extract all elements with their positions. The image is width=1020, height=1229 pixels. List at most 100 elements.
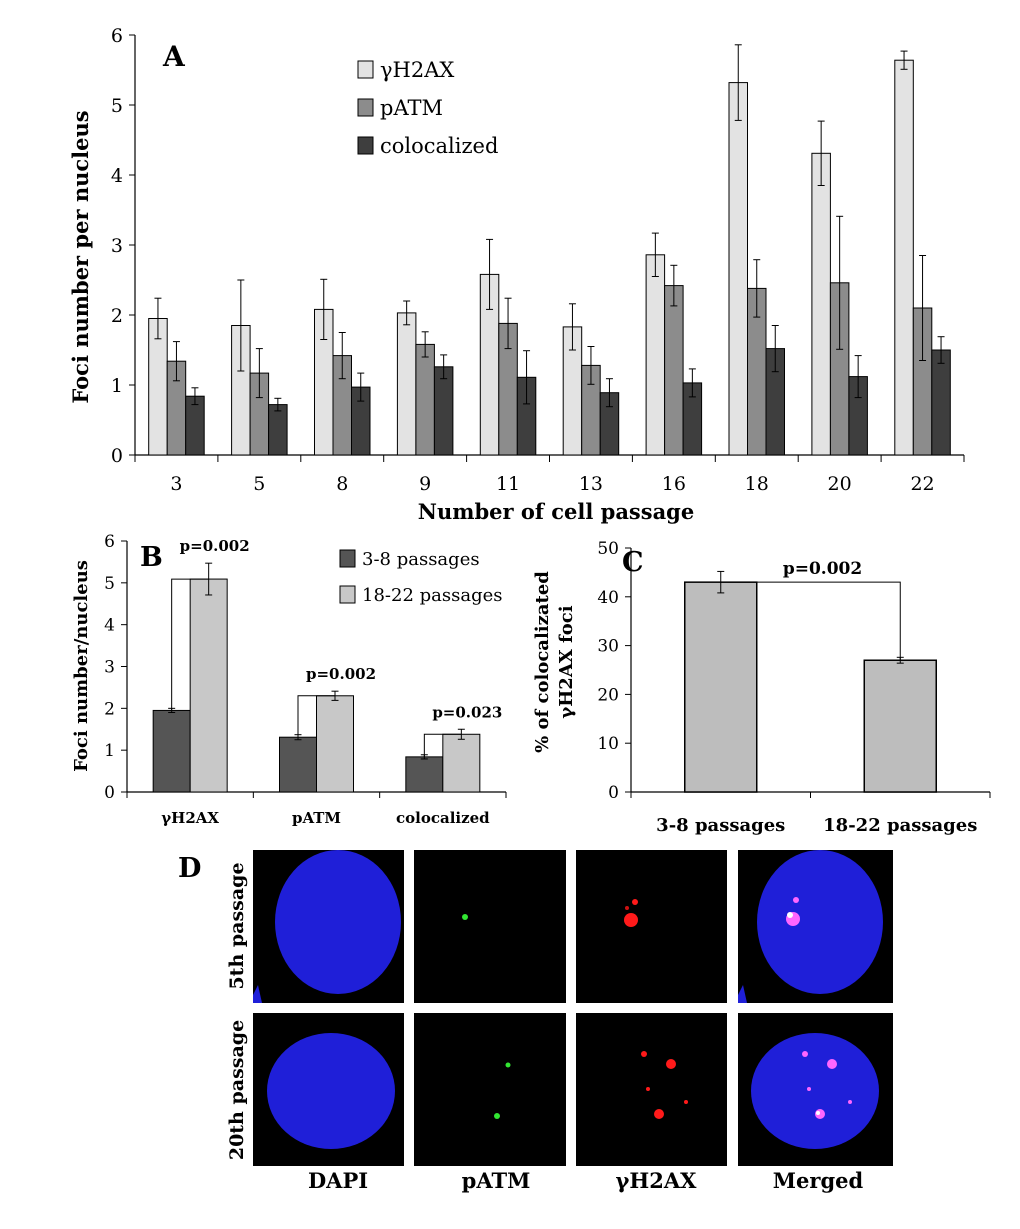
chart-c-ylabel-line1: % of colocalizated — [532, 571, 553, 753]
panel-c-label: C — [622, 547, 644, 578]
chart-b-x-tick-label: γH2AX — [161, 809, 219, 827]
chart-a-y-tick-label: 6 — [111, 25, 123, 47]
chart-b-y-tick-label: 4 — [104, 616, 115, 636]
chart-b-x-tick-label: colocalized — [396, 809, 490, 827]
chart-c-p-value: p=0.002 — [783, 559, 862, 579]
chart-b-x-tick-label: pATM — [292, 809, 341, 827]
merged-focus — [793, 897, 799, 903]
nucleus-dapi-20th — [267, 1033, 395, 1149]
chart-a-bar-colocalized — [931, 349, 951, 456]
chart-b-bar-18-22 passages — [316, 695, 354, 793]
chart-b-legend-swatch — [339, 549, 356, 568]
chart-b-significance-bracket — [171, 578, 209, 711]
col-label-dapi: DAPI — [308, 1168, 368, 1193]
chart-c-ylabel-line2: γH2AX foci — [556, 605, 577, 718]
chart-a-bar-colocalized — [433, 366, 454, 456]
chart-c: 0 10 20 30 40 50 3-8 passages 18-22 passages p=0… — [597, 539, 991, 836]
chart-b-y-tick-label: 5 — [104, 574, 115, 594]
chart-a-bar-γH2AX — [728, 82, 748, 456]
chart-b-ylabel: Foci number/nucleus — [71, 560, 92, 772]
chart-a-x-tick-label: 20 — [828, 473, 852, 495]
chart-a-y-tick-label: 5 — [111, 95, 123, 117]
chart-b-y-tick-label: 2 — [104, 699, 115, 719]
chart-b-p-value: p=0.002 — [180, 537, 250, 555]
chart-c-bar — [863, 659, 937, 793]
chart-c-x-tick-label: 3-8 passages — [656, 815, 785, 836]
microscopy-grid — [253, 850, 893, 1166]
chart-a-y-tick-label: 3 — [111, 235, 123, 257]
gh2ax-focus — [646, 1087, 650, 1091]
gh2ax-focus — [624, 913, 638, 927]
merged-focus — [816, 1111, 820, 1115]
merged-focus — [807, 1087, 811, 1091]
chart-b-legend-label: 3-8 passages — [362, 549, 480, 570]
merged-focus — [848, 1100, 852, 1104]
chart-a-bar-γH2AX — [396, 312, 417, 456]
chart-a-x-tick-label: 16 — [662, 473, 686, 495]
chart-a-legend-label: colocalized — [380, 134, 498, 158]
panel-b-label: B — [140, 542, 163, 573]
chart-c-y-tick-label: 40 — [597, 588, 619, 608]
chart-b-bar-18-22 passages — [442, 733, 481, 793]
gh2ax-focus — [632, 899, 638, 905]
chart-a: 0 1 2 3 4 5 6 3 5 8 9 11 13 16 18 20 22 γH2AX pATM colocali… — [111, 25, 965, 495]
chart-a-x-tick-label: 5 — [253, 473, 265, 495]
nucleus-edge-merged-5th — [738, 985, 747, 1003]
row-label-5th: 5th passage — [226, 862, 248, 989]
chart-b-y-tick-label: 0 — [104, 783, 115, 803]
chart-a-x-tick-label: 8 — [336, 473, 348, 495]
chart-c-bar — [684, 581, 758, 793]
gh2ax-focus — [684, 1100, 688, 1104]
col-label-gh2ax: γH2AX — [616, 1168, 698, 1193]
nucleus-edge-dapi-5th — [253, 985, 262, 1003]
image-gh2ax-5th — [576, 850, 727, 1003]
chart-a-x-tick-label: 18 — [745, 473, 769, 495]
chart-a-xlabel: Number of cell passage — [418, 499, 694, 524]
chart-a-bar-pATM — [415, 343, 435, 456]
chart-a-bar-γH2AX — [645, 254, 666, 456]
chart-a-bar-γH2AX — [894, 59, 914, 456]
chart-a-y-tick-label: 1 — [111, 375, 123, 397]
chart-b-y-tick-label: 6 — [104, 532, 115, 552]
chart-a-y-tick-label: 2 — [111, 305, 123, 327]
chart-c-x-tick-label: 18-22 passages — [823, 815, 977, 836]
chart-b-bar-18-22 passages — [189, 578, 228, 793]
merged-focus — [802, 1051, 808, 1057]
chart-b-y-tick-label: 3 — [104, 658, 115, 678]
chart-a-bar-γH2AX — [811, 152, 831, 456]
chart-b-significance-bracket — [297, 695, 335, 738]
merged-focus — [827, 1059, 837, 1069]
chart-a-x-tick-label: 22 — [910, 473, 934, 495]
chart-b-bar-3-8 passages — [152, 709, 191, 793]
chart-a-legend-label: γH2AX — [380, 58, 454, 82]
chart-a-y-tick-label: 0 — [111, 445, 123, 467]
chart-c-y-tick-label: 30 — [597, 637, 619, 657]
chart-c-y-tick-label: 50 — [597, 539, 619, 559]
chart-b-legend-label: 18-22 passages — [362, 585, 502, 606]
nucleus-dapi-5th — [275, 850, 401, 994]
chart-b-bar-3-8 passages — [279, 736, 317, 793]
panel-d-label: D — [178, 853, 201, 884]
chart-a-x-tick-label: 11 — [496, 473, 520, 495]
chart-b-p-value: p=0.023 — [432, 703, 502, 721]
gh2ax-focus — [641, 1051, 647, 1057]
chart-a-x-tick-label: 13 — [579, 473, 603, 495]
nucleus-merged-5th — [757, 850, 883, 994]
patm-focus — [494, 1113, 500, 1119]
chart-c-y-tick-label: 10 — [597, 734, 619, 754]
chart-b-bar-3-8 passages — [405, 756, 444, 793]
chart-a-x-tick-label: 3 — [170, 473, 182, 495]
chart-b-legend-swatch — [339, 585, 356, 604]
chart-a-ylabel: Foci number per nucleus — [68, 110, 93, 403]
chart-b-significance-bracket — [423, 733, 462, 757]
chart-b-p-value: p=0.002 — [306, 665, 376, 683]
chart-a-bar-colocalized — [268, 404, 288, 456]
gh2ax-focus — [654, 1109, 664, 1119]
gh2ax-focus — [666, 1059, 676, 1069]
row-label-20th: 20th passage — [226, 1020, 248, 1160]
chart-b-y-tick-label: 1 — [104, 741, 115, 761]
chart-a-legend-swatch — [357, 136, 374, 155]
image-gh2ax-20th — [576, 1013, 727, 1166]
col-label-merged: Merged — [773, 1168, 864, 1193]
